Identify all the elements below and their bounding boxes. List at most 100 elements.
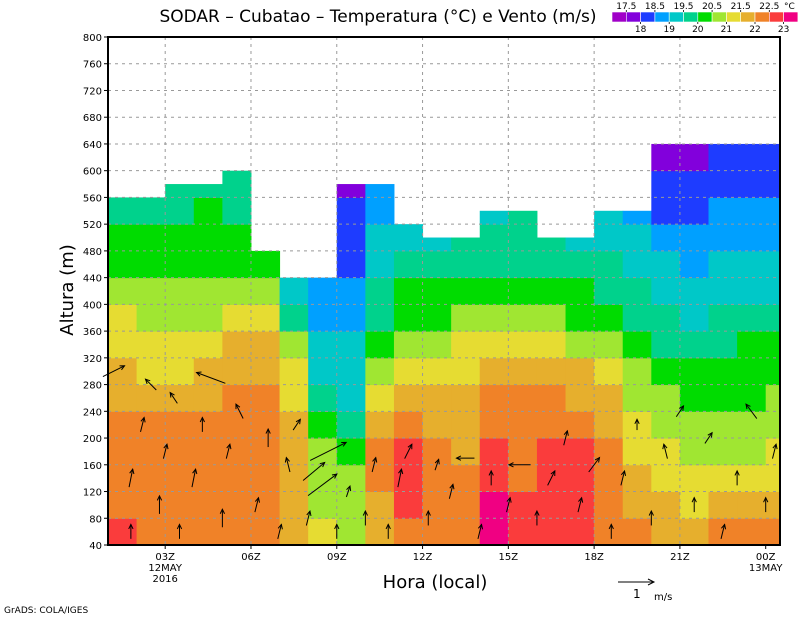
temperature-cell [422, 491, 452, 519]
temperature-cell [765, 331, 781, 359]
temperature-cell [393, 518, 424, 546]
temperature-cell [193, 331, 223, 359]
temperature-cell [594, 384, 624, 412]
colorbar-label: 18.5 [645, 2, 665, 12]
temperature-cell [708, 197, 738, 225]
wind-arrow [162, 443, 169, 459]
temperature-cell [193, 464, 223, 493]
temperature-cell [765, 197, 781, 225]
wind-arrow [307, 473, 338, 497]
wind-arrow-head [385, 523, 391, 530]
temperature-cell [765, 411, 781, 439]
temperature-cell [622, 464, 652, 493]
temperature-cell [708, 438, 738, 466]
wind-arrow [305, 509, 312, 526]
wind-arrow [144, 378, 157, 391]
temperature-cell [622, 304, 652, 332]
wind-arrow [448, 483, 455, 499]
temperature-cell [222, 224, 252, 252]
temperature-cell [422, 277, 452, 305]
x-tick-label: 18Z [584, 552, 604, 563]
temperature-cell [508, 250, 538, 279]
temperature-cell [508, 491, 538, 519]
wind-arrow-head [634, 418, 640, 425]
temperature-cell [422, 250, 452, 279]
temperature-cell [594, 210, 624, 225]
temperature-cell [594, 304, 624, 332]
wind-arrow-head [235, 403, 241, 410]
temperature-cell [508, 304, 538, 332]
temperature-cell [165, 224, 195, 252]
temperature-cell [536, 491, 567, 519]
wind-arrow-head [534, 509, 540, 516]
vector-legend-arrowhead [647, 578, 656, 586]
colorbar-label: 23 [778, 25, 789, 35]
wind-arrow [691, 496, 697, 513]
temperature-cell [479, 331, 509, 359]
wind-arrow-head [477, 523, 484, 530]
temperature-cell [365, 464, 395, 493]
wind-arrow [345, 485, 352, 498]
temperature-cell [479, 411, 509, 439]
wind-arrow-shaft [307, 473, 338, 497]
temperature-cell [308, 411, 338, 439]
temperature-cell [222, 411, 252, 439]
temperature-cell [622, 518, 652, 546]
wind-arrow-head [362, 509, 368, 516]
wind-arrow [284, 456, 291, 473]
temperature-cell [622, 491, 652, 519]
temperature-cell [679, 411, 710, 439]
temperature-cell [651, 143, 681, 172]
temperature-cell [708, 357, 738, 386]
wind-vectors [102, 365, 778, 539]
temperature-cell [308, 357, 338, 386]
temperature-cell [737, 143, 767, 172]
y-tick-label: 640 [83, 140, 102, 151]
temperature-cell [679, 224, 710, 252]
wind-arrow-head [306, 509, 312, 517]
chart-title: SODAR – Cubatao – Temperatura (°C) e Ven… [159, 7, 596, 27]
wind-arrow-head [449, 483, 455, 490]
temperature-cell [222, 304, 252, 332]
wind-arrow [455, 455, 475, 461]
temperature-cell [622, 250, 652, 279]
temperature-cell [308, 384, 338, 412]
wind-arrow-head [192, 468, 198, 475]
temperature-cell [250, 491, 281, 519]
temperature-cell [594, 518, 624, 546]
colorbar-label: 19 [663, 25, 675, 35]
temperature-cell [136, 518, 166, 546]
temperature-cell [479, 384, 509, 412]
wind-arrow-shaft [397, 469, 402, 488]
temperature-cell [765, 464, 781, 493]
x-tick-label: 06Z [241, 552, 261, 563]
wind-arrow-head [265, 427, 271, 434]
wind-arrow-shaft [745, 403, 758, 419]
y-tick-label: 360 [83, 327, 102, 338]
temperature-cell [365, 411, 395, 439]
temperature-cell [222, 438, 252, 466]
temperature-cell [136, 250, 166, 279]
wind-arrow [488, 469, 494, 486]
temperature-cell [108, 518, 138, 546]
wind-arrow-shaft [169, 392, 178, 404]
temperature-cell [108, 277, 138, 305]
wind-arrow [734, 469, 740, 486]
temperature-cell [165, 277, 195, 305]
colorbar-label: 21.5 [731, 2, 751, 12]
temperature-cell [108, 384, 138, 412]
temperature-cell [108, 438, 138, 466]
temperature-cell [136, 331, 166, 359]
wind-arrow-head [721, 523, 727, 530]
grid-lines [108, 37, 780, 545]
wind-arrow [588, 456, 601, 473]
wind-arrow [235, 403, 244, 419]
temperature-cell [222, 518, 252, 546]
temperature-cell [737, 277, 767, 305]
temperature-cell [451, 518, 481, 546]
temperature-cell [422, 331, 452, 359]
temperature-cell [708, 277, 738, 305]
temperature-cell [365, 384, 395, 412]
temperature-cell [708, 331, 738, 359]
wind-arrow-head [662, 443, 668, 450]
